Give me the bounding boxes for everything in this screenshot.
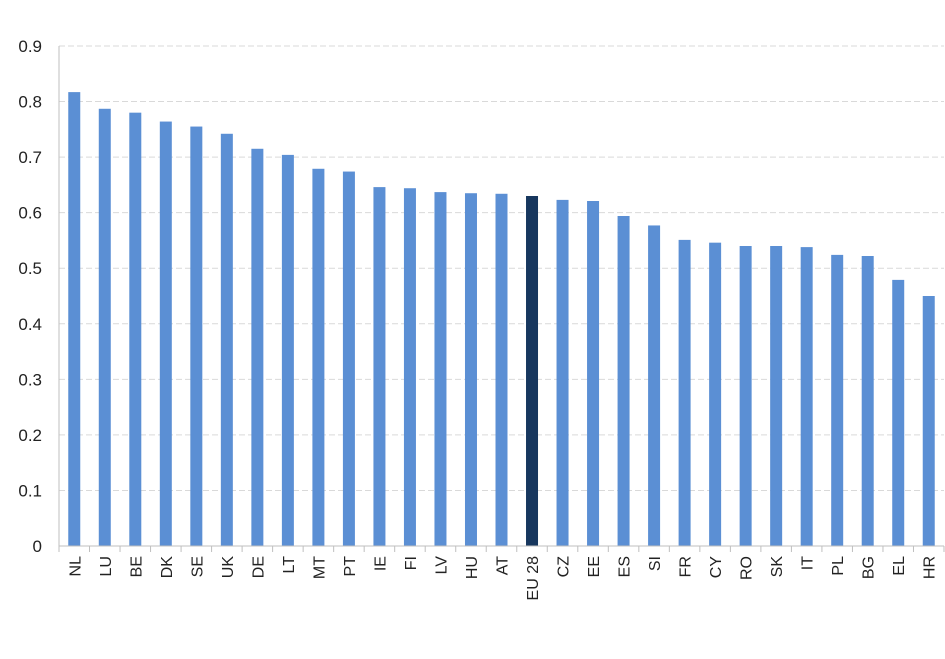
x-tick-label: FI — [403, 556, 420, 570]
y-tick-label: 0.3 — [18, 370, 42, 389]
x-tick-label: DE — [250, 556, 267, 578]
y-tick-label: 0.4 — [18, 315, 42, 334]
bar-it — [800, 247, 813, 546]
bar-es — [617, 216, 630, 546]
x-tick-label: RO — [739, 556, 756, 580]
y-tick-label: 0 — [33, 537, 42, 556]
bar-ro — [739, 246, 752, 546]
y-tick-label: 0.9 — [18, 37, 42, 56]
y-tick-label: 0.2 — [18, 426, 42, 445]
bar-pt — [342, 171, 355, 547]
bar-eu-28 — [526, 196, 539, 546]
x-tick-label: BG — [861, 556, 878, 579]
x-tick-label: EU 28 — [525, 556, 542, 601]
bar-pl — [831, 254, 844, 546]
bar-lu — [98, 108, 111, 547]
bar-lv — [434, 192, 447, 546]
y-tick-label: 0.1 — [18, 481, 42, 500]
x-tick-label: NL — [67, 556, 84, 577]
x-tick-label: UK — [220, 556, 237, 579]
bar-bg — [861, 256, 874, 546]
y-tick-label: 0.6 — [18, 204, 42, 223]
bar-ie — [373, 187, 386, 546]
x-tick-label: LU — [98, 556, 115, 576]
bar-lt — [281, 154, 294, 546]
x-tick-label: MT — [311, 556, 328, 579]
bar-se — [190, 126, 203, 547]
bar-be — [129, 112, 142, 547]
x-tick-label: LV — [433, 556, 450, 575]
x-tick-label: CY — [708, 556, 725, 579]
x-tick-label: CZ — [556, 556, 573, 578]
x-tick-label: EE — [586, 556, 603, 577]
x-tick-label: IE — [372, 556, 389, 571]
axes — [58, 46, 945, 552]
x-tick-label: HU — [464, 556, 481, 579]
x-tick-label: PT — [342, 556, 359, 577]
bar-de — [251, 148, 264, 546]
x-tick-label: EL — [891, 556, 908, 576]
x-axis-ticks: NL LU BE DK SE UK DE LT MT PT IE FI LV HU AT EU 28 CZ EE E… — [67, 556, 938, 601]
x-tick-label: AT — [495, 556, 512, 575]
bar-fi — [403, 188, 416, 546]
y-tick-label: 0.8 — [18, 93, 42, 112]
bar-cy — [709, 242, 722, 546]
bar-hu — [464, 193, 477, 546]
bar-nl — [68, 92, 81, 546]
x-tick-label: PL — [830, 556, 847, 576]
bar-ee — [587, 201, 600, 546]
y-tick-label: 0.5 — [18, 259, 42, 278]
x-tick-label: IT — [800, 556, 817, 570]
bar-at — [495, 193, 508, 546]
bar-fr — [678, 239, 691, 546]
x-tick-label: HR — [922, 556, 939, 579]
x-tick-label: SE — [189, 556, 206, 577]
x-tick-label: ES — [617, 556, 634, 577]
y-axis-ticks: 0 0.1 0.2 0.3 0.4 0.5 0.6 0.7 0.8 0.9 — [18, 37, 42, 556]
x-tick-label: FR — [678, 556, 695, 577]
x-tick-label: BE — [128, 556, 145, 577]
x-tick-label: SK — [769, 556, 786, 578]
bars — [68, 92, 935, 547]
bar-el — [892, 279, 905, 546]
bar-mt — [312, 168, 325, 546]
bar-hr — [922, 296, 935, 546]
bar-cz — [556, 199, 569, 546]
bar-sk — [770, 246, 783, 546]
x-tick-label: LT — [281, 556, 298, 574]
bar-dk — [159, 121, 172, 547]
x-tick-label: SI — [647, 556, 664, 571]
y-tick-label: 0.7 — [18, 148, 42, 167]
bar-uk — [220, 133, 233, 546]
bar-si — [648, 225, 661, 546]
x-tick-label: DK — [159, 556, 176, 579]
